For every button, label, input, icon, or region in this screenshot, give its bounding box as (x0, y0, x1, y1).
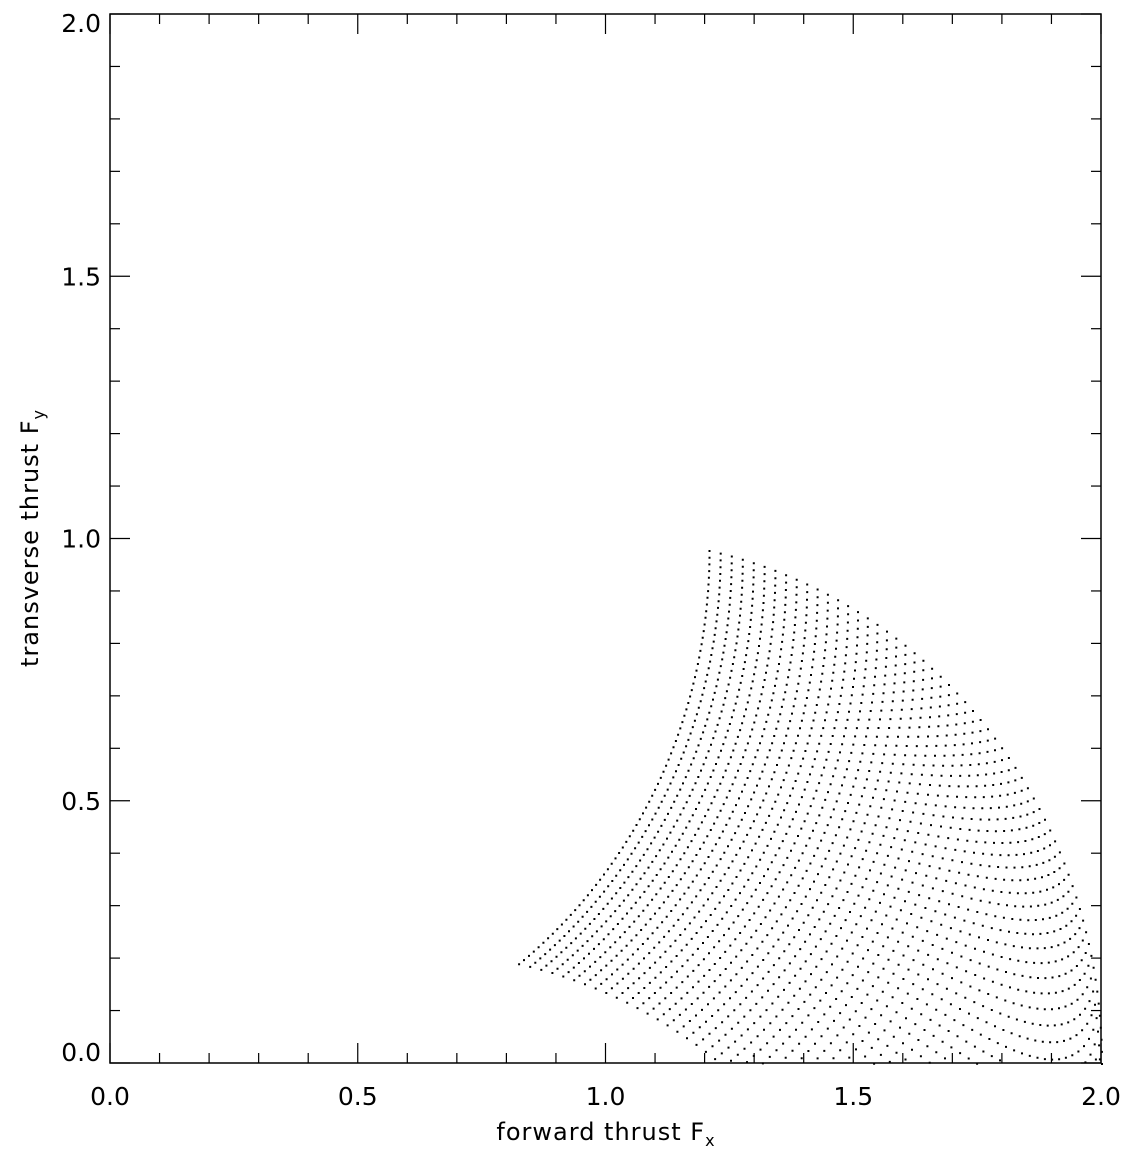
plot-frame (109, 13, 1102, 1064)
x-tick-label: 0.0 (90, 1082, 130, 1111)
x-tick-label: 1.5 (833, 1082, 873, 1111)
x-axis-label-subscript: x (705, 1131, 715, 1150)
x-axis-label: forward thrust Fx (496, 1118, 715, 1150)
y-tick-label: 1.0 (61, 525, 101, 554)
y-tick-labels: 0.0 0.5 1.0 1.5 2.0 (61, 9, 101, 1067)
y-axis-label-subscript: y (29, 409, 48, 419)
y-tick-label: 0.0 (61, 1038, 101, 1067)
x-axis-label-text: forward thrust F (496, 1118, 705, 1146)
scatter-points (518, 550, 1103, 1065)
x-tick-label: 2.0 (1081, 1082, 1121, 1111)
y-tick-label: 0.5 (61, 787, 101, 816)
y-axis-label-text: transverse thrust F (16, 419, 44, 666)
x-tick-label: 0.5 (338, 1082, 378, 1111)
x-tick-label: 1.0 (586, 1082, 626, 1111)
y-tick-label: 2.0 (61, 9, 101, 38)
y-tick-label: 1.5 (61, 262, 101, 291)
tick-marks (109, 13, 1102, 1064)
x-tick-labels: 0.0 0.5 1.0 1.5 2.0 (90, 1082, 1121, 1111)
data-points-layer (518, 550, 1103, 1065)
y-axis-label: transverse thrust Fy (16, 409, 48, 667)
